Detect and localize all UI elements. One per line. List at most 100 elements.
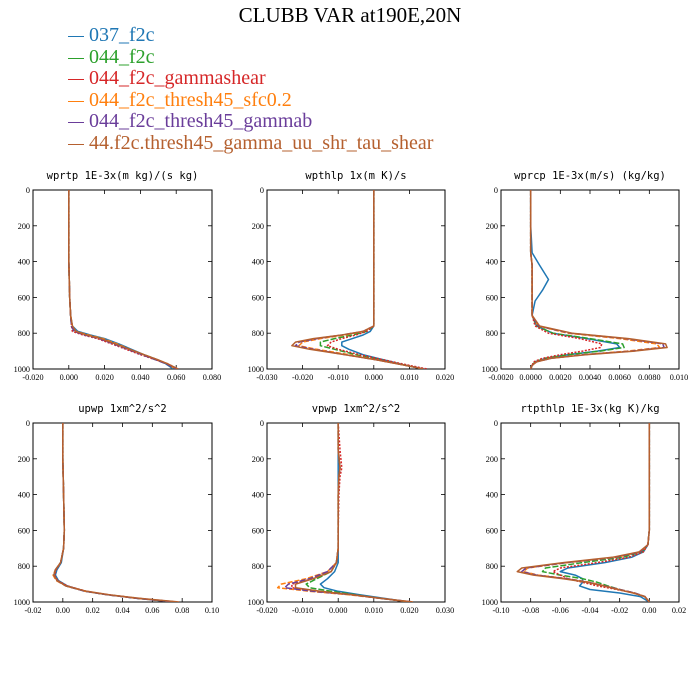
y-tick-label: 800: [252, 329, 264, 338]
y-tick-label: 600: [18, 293, 30, 302]
series-line-037_f2c: [68, 190, 174, 369]
series-line-044_f2c_thresh45_sfc0.2: [52, 423, 177, 602]
x-tick-label: -0.020: [22, 373, 43, 382]
y-tick-label: 600: [252, 293, 264, 302]
y-tick-label: 200: [252, 455, 264, 464]
series-line-044_f2c_gammashear: [326, 190, 428, 369]
y-tick-label: 200: [486, 455, 498, 464]
panel-title: rtpthlp 1E-3x(kg K)/kg: [520, 403, 659, 415]
x-tick-label: 0.0040: [579, 373, 602, 382]
series-line-037_f2c: [319, 423, 410, 602]
y-tick-label: 0: [26, 186, 30, 195]
series-line-037_f2c: [54, 423, 175, 602]
y-tick-label: 1000: [248, 598, 264, 607]
x-tick-label: 0.0000: [519, 373, 542, 382]
plot-frame: [266, 422, 446, 603]
x-tick-label: 0.010: [670, 373, 688, 382]
panel-title: wprcp 1E-3x(m/s) (kg/kg): [514, 170, 666, 182]
series-group: [52, 423, 180, 602]
y-tick-label: 600: [486, 293, 498, 302]
series-line-044_f2c: [541, 423, 651, 602]
x-tick-label: 0.000: [365, 373, 383, 382]
series-line-044_f2c_thresh45_gammab: [68, 190, 177, 369]
series-line-44.f2c.thresh45_gamma_uu_shr_tau_shear: [53, 423, 180, 602]
series-line-044_f2c_thresh45_sfc0.2: [68, 190, 177, 369]
series-line-44.f2c.thresh45_gamma_uu_shr_tau_shear: [68, 190, 179, 369]
x-tick-label: -0.10: [492, 606, 509, 615]
series-line-044_f2c_gammashear: [291, 423, 410, 602]
series-line-037_f2c: [529, 190, 621, 369]
legend-swatch: [68, 143, 84, 145]
series-line-044_f2c_thresh45_gammab: [284, 423, 414, 602]
figure-title: CLUBB VAR at190E,20N: [238, 3, 462, 27]
y-tick-label: 800: [486, 562, 498, 571]
legend-swatch: [68, 79, 84, 81]
series-group: [291, 190, 428, 369]
x-tick-label: 0.0060: [608, 373, 631, 382]
legend-swatch: [68, 36, 84, 37]
x-tick-label: 0.00: [642, 606, 656, 615]
x-tick-label: 0.010: [365, 606, 383, 615]
series-line-037_f2c: [559, 423, 651, 602]
x-tick-label: 0.060: [167, 373, 185, 382]
series-line-044_f2c_gammashear: [529, 190, 603, 369]
x-tick-label: 0.08: [175, 606, 189, 615]
x-tick-label: 0.000: [60, 373, 78, 382]
x-tick-label: 0.010: [400, 373, 418, 382]
y-tick-label: 800: [486, 329, 498, 338]
series-line-044_f2c: [529, 190, 625, 369]
x-tick-label: -0.0020: [488, 373, 513, 382]
y-tick-label: 1000: [14, 365, 30, 374]
series-line-044_f2c_thresh45_gammab: [294, 190, 424, 369]
y-tick-label: 1000: [482, 365, 498, 374]
x-tick-label: -0.020: [292, 373, 313, 382]
y-tick-label: 400: [486, 491, 498, 500]
plot-frame: [266, 189, 446, 370]
legend-swatch: [68, 100, 84, 102]
x-tick-label: -0.04: [581, 606, 598, 615]
series-line-044_f2c_gammashear: [552, 423, 651, 602]
series-line-044_f2c_thresh45_sfc0.2: [298, 190, 424, 369]
panel-title: wpthlp 1x(m K)/s: [305, 170, 406, 182]
series-line-044_f2c_thresh45_sfc0.2: [276, 423, 414, 602]
x-tick-label: -0.010: [292, 606, 313, 615]
panel-title: upwp 1xm^2/s^2: [78, 403, 167, 415]
plot-frame: [500, 422, 680, 603]
y-tick-label: 0: [26, 419, 30, 428]
panel-title: wprtp 1E-3x(m kg)/(s kg): [47, 170, 199, 182]
series-line-044_f2c_thresh45_gammab: [53, 423, 177, 602]
x-tick-label: 0.04: [115, 606, 129, 615]
panel-wprcp: wprcp 1E-3x(m/s) (kg/kg) -0.0020 0.0000 0.0…: [482, 170, 689, 382]
series-line-044_f2c: [68, 190, 175, 369]
plot-frame: [32, 189, 213, 370]
panel-wpthlp: wpthlp 1x(m K)/s -0.030 -0.020 -0.010 0.000 0…: [248, 170, 455, 382]
series-group: [529, 190, 668, 369]
series-line-044_f2c_gammashear: [53, 423, 178, 602]
y-tick-label: 800: [252, 562, 264, 571]
x-tick-label: 0.080: [203, 373, 221, 382]
x-tick-label: -0.02: [24, 606, 41, 615]
series-group: [68, 190, 179, 369]
x-tick-label: -0.02: [611, 606, 628, 615]
legend-swatch: [68, 122, 84, 124]
series-line-44.f2c.thresh45_gamma_uu_shr_tau_shear: [294, 423, 414, 602]
series-group: [516, 423, 651, 602]
y-tick-label: 0: [494, 186, 498, 195]
series-line-044_f2c_gammashear: [68, 190, 179, 369]
legend-label: 037_f2c: [89, 24, 155, 46]
legend-label: 044_f2c_thresh45_sfc0.2: [89, 88, 292, 111]
y-tick-label: 600: [486, 526, 498, 535]
y-tick-label: 1000: [14, 598, 30, 607]
legend-label: 044_f2c: [89, 45, 155, 68]
x-tick-label: -0.020: [256, 606, 277, 615]
x-tick-label: 0.00: [56, 606, 70, 615]
series-line-44.f2c.thresh45_gamma_uu_shr_tau_shear: [291, 190, 424, 369]
series-line-037_f2c: [341, 190, 424, 369]
x-tick-label: 0.000: [329, 606, 347, 615]
legend-label: 44.f2c.thresh45_gamma_uu_shr_tau_shear: [89, 131, 434, 154]
y-tick-label: 400: [252, 491, 264, 500]
series-line-44.f2c.thresh45_gamma_uu_shr_tau_shear: [516, 423, 651, 602]
x-tick-label: 0.0020: [549, 373, 572, 382]
series-line-044_f2c_thresh45_gammab: [521, 423, 651, 602]
